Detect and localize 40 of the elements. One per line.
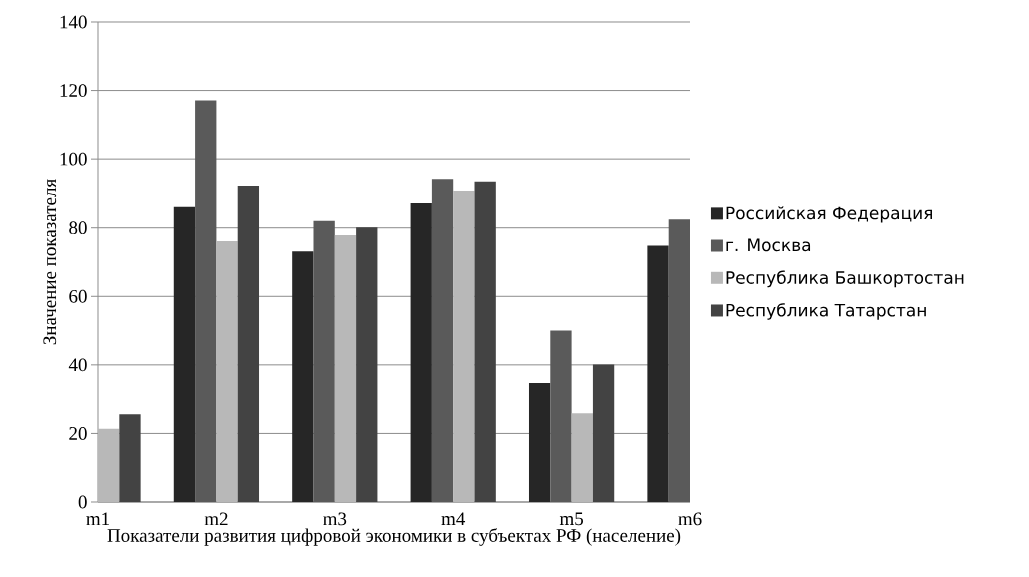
- bar: [98, 428, 120, 502]
- y-tick-label: 20: [69, 427, 87, 440]
- bar: [571, 413, 593, 502]
- bar: [356, 227, 378, 502]
- bar: [550, 330, 572, 502]
- bar: [453, 191, 475, 502]
- bar: [216, 241, 238, 502]
- x-tick-label: m3: [323, 512, 347, 526]
- legend-label: Республика Татарстан: [726, 303, 926, 320]
- legend-label: Республика Башкортостан: [726, 270, 964, 288]
- y-tick-label: 100: [60, 152, 87, 166]
- x-tick-label: m6: [678, 512, 702, 526]
- bar: [195, 100, 217, 502]
- y-tick-label: 80: [69, 221, 87, 235]
- legend-label: г. Москва: [726, 238, 811, 252]
- bar: [119, 414, 141, 502]
- bar: [668, 219, 690, 502]
- bar: [528, 383, 551, 502]
- y-tick-label: 0: [78, 495, 87, 509]
- bar: [313, 220, 335, 502]
- legend-label: Российская Федерация: [726, 206, 932, 223]
- bar: [410, 203, 432, 502]
- y-tick-label: 60: [69, 289, 87, 303]
- bar: [237, 185, 260, 502]
- x-tick-label: m2: [204, 512, 228, 526]
- x-tick-label: m1: [86, 512, 109, 526]
- x-tick-label: m4: [441, 512, 466, 526]
- bar: [431, 179, 454, 502]
- x-axis-title: Показатели развития цифровой экономики в субъектах РФ (население): [107, 528, 681, 546]
- bar: [173, 206, 196, 502]
- bar: [592, 364, 615, 502]
- y-tick-label: 140: [60, 15, 87, 29]
- bar: [647, 245, 669, 502]
- y-axis-title: Значение показателя: [43, 179, 57, 345]
- y-tick-label: 40: [68, 358, 87, 372]
- x-tick-label: m5: [559, 512, 584, 526]
- bar: [334, 234, 357, 502]
- bar: [474, 181, 496, 502]
- y-tick-label: 120: [60, 84, 87, 97]
- bar: [292, 251, 314, 502]
